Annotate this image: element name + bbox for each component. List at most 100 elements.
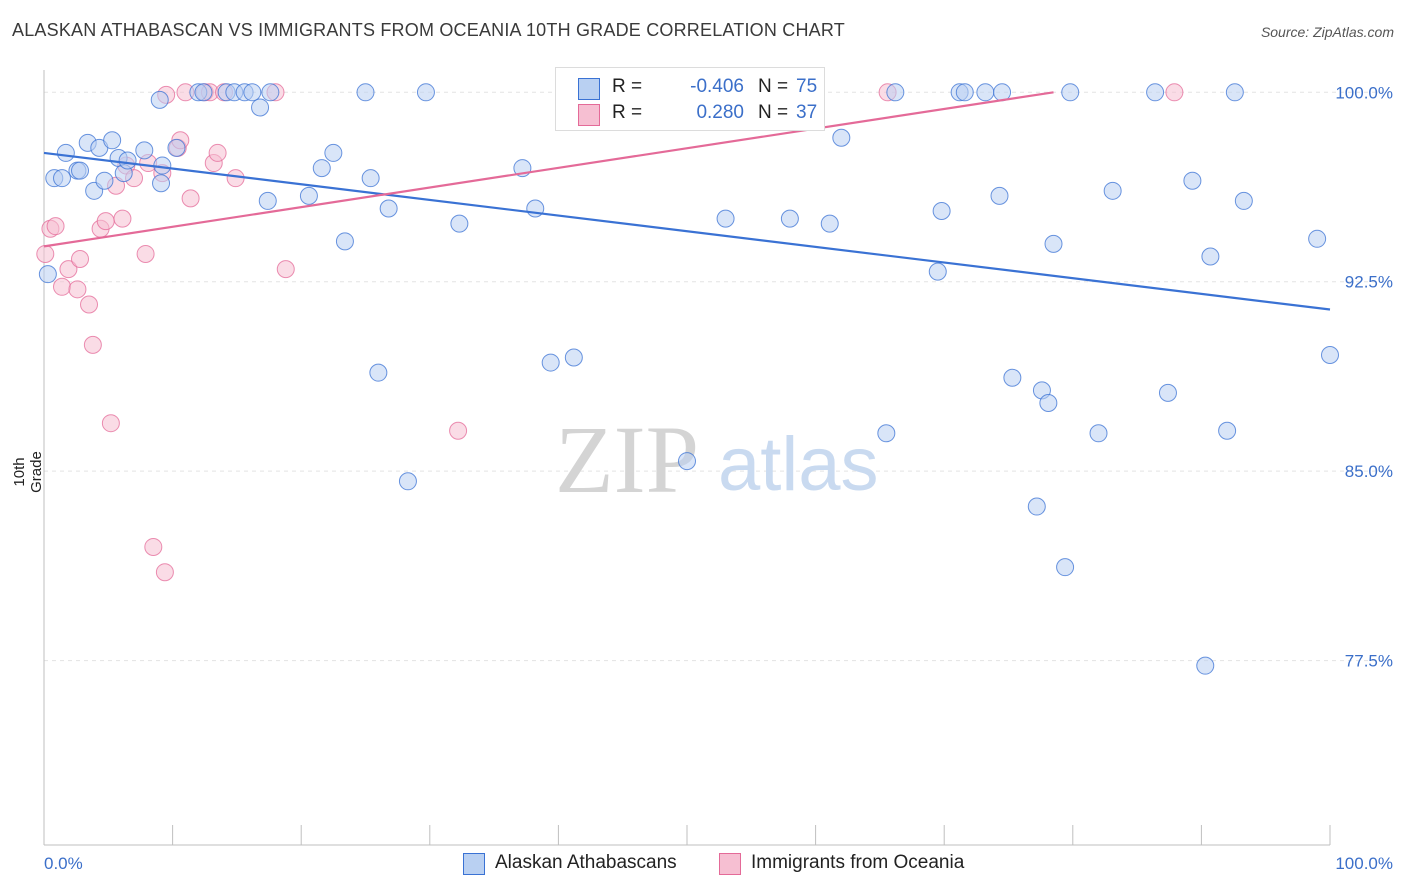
blue-point [150,90,169,109]
blue-point [932,202,951,221]
blue-point [716,209,735,228]
blue-point [258,191,277,210]
blue-point [135,141,154,160]
blue-point [877,424,896,443]
blue-point [356,83,375,102]
blue-point [103,131,122,150]
pink-point [36,244,55,263]
blue-point [1234,191,1253,210]
blue-point [335,232,354,251]
blue-point [398,472,417,491]
blue-point [820,214,839,233]
blue-point [1308,229,1327,248]
series-points-blue [38,83,1339,675]
blue-point [379,199,398,218]
blue-point [1056,558,1075,577]
blue-point [56,143,75,162]
series-legend: Alaskan Athabascans Immigrants from Ocea… [0,852,1406,876]
pink-point [144,537,163,556]
blue-point [324,143,343,162]
legend-swatch-blue [578,78,600,100]
axes [43,70,1331,846]
blue-point [38,265,57,284]
pink-point [80,295,99,314]
correlation-legend: R = -0.406 N = 75 R = 0.280 N = 37 [555,67,825,131]
blue-point [1321,345,1339,364]
pink-point [83,335,102,354]
watermark-zip: ZIP [555,406,699,513]
pink-point [101,414,120,433]
blue-point [118,151,137,170]
pink-point [449,421,468,440]
blue-point [955,83,974,102]
tick-labels: 77.5% 85.0% 92.5% 100.0% 0.0% 100.0% [44,83,1393,873]
blue-point [1039,393,1058,412]
trend-lines [43,91,1331,311]
blue-point [1027,497,1046,516]
pink-point [226,169,245,188]
x-tick-label: 0.0% [44,854,83,873]
y-tick-label: 85.0% [1345,462,1393,481]
blue-point [369,363,388,382]
watermark-atlas: atlas [718,422,879,507]
blue-point [678,452,696,471]
r-label: R = [612,102,643,123]
n-value: 37 [796,102,818,123]
y-tick-label: 100.0% [1335,83,1393,102]
blue-point [95,171,114,190]
blue-point [312,159,331,178]
blue-point [1044,234,1063,253]
blue-point [886,83,905,102]
blue-point [564,348,583,367]
source-label: Source: ZipAtlas.com [1260,24,1394,40]
r-value: -0.406 [690,76,744,97]
watermark: ZIP atlas [555,406,879,513]
blue-point [416,83,435,102]
pink-point [96,212,115,231]
blue-point [1003,368,1022,387]
legend-swatch-blue [463,853,485,875]
n-value: 75 [796,76,818,97]
pink-point [181,189,200,208]
blue-point [1201,247,1220,266]
x-tick-label: 100.0% [1335,854,1393,873]
trend-line-pink [43,91,1054,248]
r-label: R = [612,76,643,97]
blue-point [541,353,560,372]
blue-point [1196,656,1215,675]
blue-point [299,186,318,205]
legend-swatch-pink [578,104,600,126]
blue-point [1183,171,1202,190]
blue-point [361,169,380,188]
blue-point [71,161,90,180]
pink-point [71,250,90,269]
blue-point [990,186,1009,205]
blue-point [1158,383,1177,402]
blue-point [928,262,947,281]
blue-point [53,169,72,188]
blue-point [194,83,213,102]
blue-point [261,83,280,102]
blue-point [167,138,186,157]
blue-point [976,83,995,102]
blue-point [780,209,799,228]
n-label: N = [758,102,789,123]
legend-label: Alaskan Athabascans [495,852,677,873]
pink-point [1165,83,1184,102]
blue-point [1061,83,1080,102]
pink-point [53,277,72,296]
pink-point [155,563,174,582]
blue-point [243,83,262,102]
pink-point [208,143,227,162]
pink-point [136,244,155,263]
r-value: 0.280 [696,102,744,123]
blue-point [450,214,469,233]
pink-point [113,209,132,228]
y-tick-label: 92.5% [1345,273,1393,292]
pink-point [59,260,78,279]
blue-point [832,128,851,147]
blue-point [1103,181,1122,200]
legend-label: Immigrants from Oceania [751,852,965,873]
blue-point [1218,421,1237,440]
